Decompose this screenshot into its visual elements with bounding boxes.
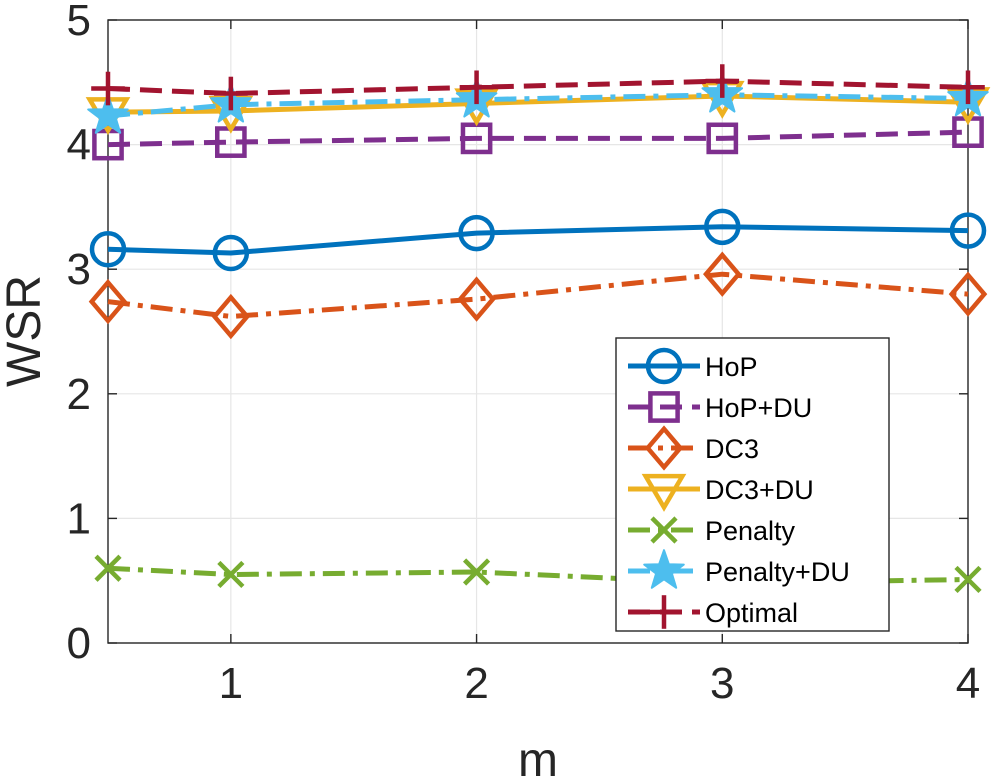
marker-star	[643, 549, 685, 589]
marker-diamond	[211, 293, 251, 340]
data-point	[954, 565, 982, 594]
legend-label: Penalty	[705, 516, 796, 546]
data-point	[703, 251, 742, 297]
series-hop-du	[92, 116, 984, 161]
legend-marker	[645, 347, 683, 385]
marker-circle	[704, 208, 741, 246]
marker-circle	[212, 234, 250, 272]
marker-circle	[645, 347, 683, 385]
data-point	[217, 560, 245, 589]
legend-item: DC3	[628, 425, 759, 471]
marker-diamond	[948, 271, 988, 317]
legend-item: HoP	[628, 347, 758, 385]
data-point	[91, 71, 125, 106]
marker-square	[706, 122, 739, 155]
data-point	[948, 271, 988, 317]
data-point	[87, 94, 129, 134]
marker-star	[87, 94, 129, 134]
marker-x-line	[94, 554, 122, 582]
legend-marker	[648, 391, 680, 423]
legend-marker	[643, 549, 685, 589]
legend-marker	[641, 473, 687, 512]
axes-box	[107, 19, 969, 644]
y-axis-title: WSR	[0, 275, 51, 387]
data-point	[949, 212, 987, 249]
legend-item: HoP+DU	[628, 391, 812, 423]
x-tick-label: 1	[219, 659, 243, 708]
data-point	[462, 558, 491, 586]
legend-marker	[650, 516, 678, 544]
x-axis-title: m	[518, 734, 558, 781]
series-optimal	[91, 64, 985, 111]
data-point	[459, 70, 494, 105]
data-point	[94, 554, 122, 582]
data-point	[458, 214, 495, 252]
marker-x-line	[217, 560, 245, 589]
legend-label: DC3+DU	[705, 475, 814, 505]
marker-diamond	[88, 278, 128, 325]
marker-x-line	[462, 558, 491, 586]
legend-label: HoP	[705, 352, 758, 382]
data-point	[457, 276, 496, 322]
x-tick-label: 2	[464, 659, 488, 708]
data-point	[88, 278, 128, 325]
legend-marker	[644, 425, 684, 471]
legend-label: Penalty+DU	[705, 557, 850, 587]
marker-square	[648, 391, 680, 423]
y-tick-label: 4	[67, 121, 91, 170]
marker-x-line	[650, 516, 678, 544]
marker-diamond	[457, 276, 496, 322]
marker-triangle	[641, 473, 687, 512]
marker-diamond	[644, 425, 684, 471]
legend-item: Penalty	[628, 516, 796, 546]
data-point	[705, 64, 740, 98]
legend-item: DC3+DU	[628, 473, 814, 512]
y-tick-label: 0	[67, 619, 91, 668]
legend: HoP HoP+DU DC3 DC3+DU Penalty Penalty+DU Optim…	[615, 337, 890, 632]
marker-diamond	[703, 251, 742, 297]
x-tick-label: 3	[710, 659, 734, 708]
marker-x-line	[954, 565, 982, 594]
legend-label: DC3	[705, 434, 759, 464]
marker-circle	[949, 212, 987, 249]
data-point	[212, 234, 250, 272]
legend-label: Optimal	[705, 598, 798, 628]
series-dc3	[88, 251, 988, 340]
data-point	[704, 208, 741, 246]
y-tick-label: 1	[67, 494, 91, 543]
series-line	[107, 92, 969, 119]
ticks: 1 2 3 4 0 1 2 3 4 5	[67, 0, 981, 708]
series-line	[107, 224, 969, 256]
series-line	[107, 129, 969, 148]
data-point	[951, 70, 985, 105]
legend-marker	[647, 595, 681, 629]
legend-item: Optimal	[628, 595, 798, 629]
data-point	[214, 76, 248, 111]
legend-item: Penalty+DU	[628, 549, 850, 589]
marker-circle	[89, 231, 127, 268]
series-hop	[89, 208, 987, 272]
series-line	[107, 271, 969, 319]
data-point	[89, 231, 127, 268]
y-tick-label: 5	[67, 0, 91, 45]
legend-label: HoP+DU	[705, 393, 812, 423]
x-tick-label: 4	[956, 659, 980, 708]
axes	[107, 19, 969, 644]
marker-circle	[458, 214, 495, 252]
y-tick-label: 3	[67, 245, 91, 294]
data-point	[211, 293, 251, 340]
data-point	[706, 122, 739, 155]
y-tick-label: 2	[67, 370, 91, 419]
